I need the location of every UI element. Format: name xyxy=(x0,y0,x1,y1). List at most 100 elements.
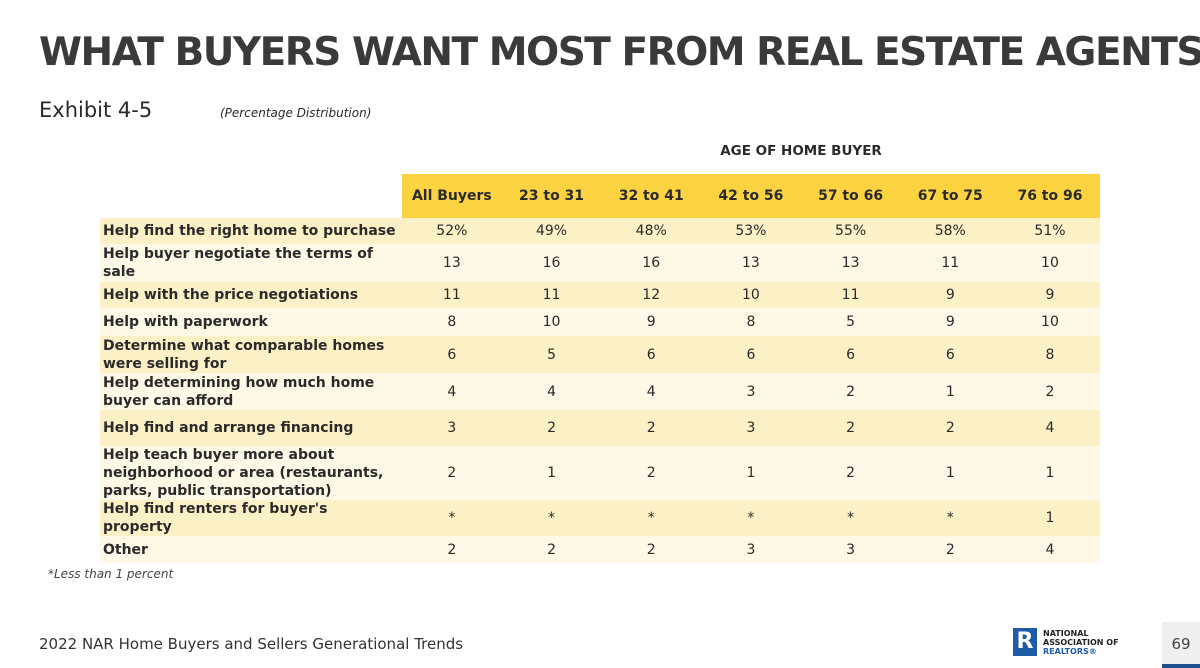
table-row: Help with the price negotiations 11 11 12 10… xyxy=(100,282,1100,308)
table-cell: 49% xyxy=(501,218,602,244)
row-label: Help find and arrange financing xyxy=(100,410,402,446)
table-cell: 4 xyxy=(501,373,602,410)
table-cell: 52% xyxy=(402,218,502,244)
table-row: Help buyer negotiate the terms of sale 13… xyxy=(100,244,1100,282)
table-cell: 6 xyxy=(601,336,702,373)
table-cell: 16 xyxy=(601,244,702,282)
row-label: Help buyer negotiate the terms of sale xyxy=(100,244,402,282)
exhibit-label: Exhibit 4-5 xyxy=(39,98,153,122)
table-row: Help with paperwork 8 10 9 8 5 9 10 xyxy=(100,308,1100,336)
table-cell: * xyxy=(701,500,801,536)
table-row: Help find renters for buyer's property * *… xyxy=(100,500,1100,536)
table-cell: 11 xyxy=(402,282,502,308)
column-header: 23 to 31 xyxy=(501,174,602,218)
table-cell: 6 xyxy=(900,336,1001,373)
table-cell: * xyxy=(900,500,1001,536)
table-cell: 6 xyxy=(402,336,502,373)
table-cell: * xyxy=(501,500,602,536)
table-cell: 1 xyxy=(701,446,801,500)
table-cell: 9 xyxy=(900,282,1001,308)
table-cell: 1 xyxy=(501,446,602,500)
row-label: Help determining how much home buyer can… xyxy=(100,373,402,410)
logo-line: REALTORS® xyxy=(1043,646,1097,656)
table-cell: * xyxy=(800,500,901,536)
table-cell: 13 xyxy=(402,244,502,282)
table-row: Help find the right home to purchase 52% 4… xyxy=(100,218,1100,244)
table-cell: 4 xyxy=(402,373,502,410)
row-label: Help with the price negotiations xyxy=(100,282,402,308)
table-cell: 2 xyxy=(601,536,702,563)
table-cell: 6 xyxy=(800,336,901,373)
table-cell: 2 xyxy=(501,536,602,563)
table-cell: 9 xyxy=(1000,282,1100,308)
table-cell: 13 xyxy=(701,244,801,282)
table-cell: 8 xyxy=(1000,336,1100,373)
table-cell: 8 xyxy=(402,308,502,336)
source-text: 2022 NAR Home Buyers and Sellers Generat… xyxy=(39,635,464,653)
table-cell: 4 xyxy=(1000,410,1100,446)
table-cell: 3 xyxy=(701,373,801,410)
column-header: 57 to 66 xyxy=(800,174,901,218)
page-number: 69 xyxy=(1162,622,1200,668)
table-row: Help determining how much home buyer can… xyxy=(100,373,1100,410)
table-cell: 51% xyxy=(1000,218,1100,244)
table-cell: 2 xyxy=(800,446,901,500)
table-cell: 1 xyxy=(1000,446,1100,500)
table-row: Determine what comparable homes were sel… xyxy=(100,336,1100,373)
table-cell: 2 xyxy=(800,373,901,410)
table-cell: 5 xyxy=(800,308,901,336)
column-header: All Buyers xyxy=(402,174,502,218)
table-cell: 3 xyxy=(701,536,801,563)
table-cell: 9 xyxy=(601,308,702,336)
logo-line: ASSOCIATION OF xyxy=(1043,637,1119,647)
table-cell: 2 xyxy=(800,410,901,446)
table-cell: 53% xyxy=(701,218,801,244)
realtor-r-icon: R xyxy=(1013,628,1037,656)
table-cell: 2 xyxy=(601,410,702,446)
column-header: 42 to 56 xyxy=(701,174,801,218)
table-cell: 13 xyxy=(800,244,901,282)
table-cell: 1 xyxy=(900,373,1001,410)
table-cell: 10 xyxy=(701,282,801,308)
table-cell: 2 xyxy=(402,536,502,563)
row-label: Determine what comparable homes were sel… xyxy=(100,336,402,373)
table-cell: 2 xyxy=(402,446,502,500)
table-cell: * xyxy=(601,500,702,536)
nar-logo: R NATIONAL ASSOCIATION OF REALTORS® xyxy=(1013,628,1119,656)
table-cell: 10 xyxy=(1000,244,1100,282)
table-row: Help teach buyer more about neighborhood… xyxy=(100,446,1100,500)
table-cell: 11 xyxy=(800,282,901,308)
table-cell: 48% xyxy=(601,218,702,244)
table-row: Other 2 2 2 3 3 2 4 xyxy=(100,536,1100,563)
table-cell: 4 xyxy=(601,373,702,410)
table-cell: 3 xyxy=(402,410,502,446)
row-label: Help find the right home to purchase xyxy=(100,218,402,244)
distribution-note: (Percentage Distribution) xyxy=(220,106,372,120)
table-cell: 5 xyxy=(501,336,602,373)
age-group-header: AGE OF HOME BUYER xyxy=(720,143,882,159)
table-cell: * xyxy=(402,500,502,536)
table-cell: 1 xyxy=(900,446,1001,500)
table-cell: 11 xyxy=(501,282,602,308)
row-label: Help with paperwork xyxy=(100,308,402,336)
table-cell: 55% xyxy=(800,218,901,244)
footnote: *Less than 1 percent xyxy=(48,567,174,581)
table-cell: 2 xyxy=(900,536,1001,563)
table-cell: 10 xyxy=(501,308,602,336)
table-cell: 2 xyxy=(601,446,702,500)
table-cell: 2 xyxy=(900,410,1001,446)
table-cell: 9 xyxy=(900,308,1001,336)
row-label: Other xyxy=(100,536,402,563)
table-cell: 2 xyxy=(1000,373,1100,410)
row-label: Help find renters for buyer's property xyxy=(100,500,402,536)
column-header: 76 to 96 xyxy=(1000,174,1100,218)
table-cell: 4 xyxy=(1000,536,1100,563)
column-header: 67 to 75 xyxy=(900,174,1001,218)
table-cell: 12 xyxy=(601,282,702,308)
table-cell: 2 xyxy=(501,410,602,446)
page-title: WHAT BUYERS WANT MOST FROM REAL ESTATE A… xyxy=(39,30,1200,75)
table-cell: 8 xyxy=(701,308,801,336)
blank-header xyxy=(100,174,402,218)
table-cell: 1 xyxy=(1000,500,1100,536)
table-cell: 16 xyxy=(501,244,602,282)
